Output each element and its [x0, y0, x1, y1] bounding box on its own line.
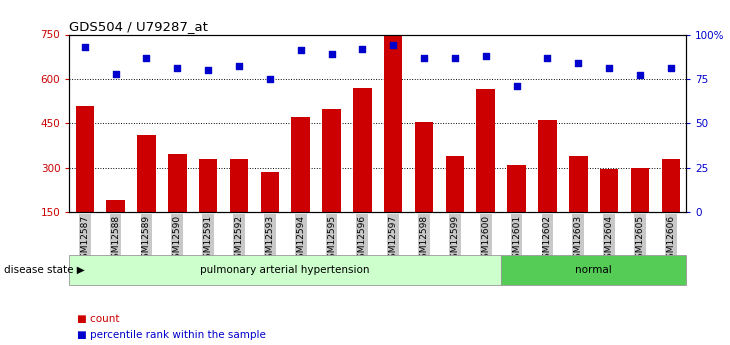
Bar	[477, 89, 495, 212]
Point	[542, 55, 553, 60]
Point	[79, 44, 91, 50]
Point	[356, 46, 368, 51]
Point	[418, 55, 430, 60]
FancyBboxPatch shape	[69, 255, 501, 285]
Bar	[538, 120, 557, 212]
Point	[511, 83, 523, 89]
Bar	[107, 200, 125, 212]
Point	[480, 53, 491, 59]
Point	[295, 48, 307, 53]
Text: ■ count: ■ count	[77, 314, 119, 324]
Bar	[199, 159, 218, 212]
FancyBboxPatch shape	[501, 255, 686, 285]
Text: disease state ▶: disease state ▶	[4, 265, 85, 275]
Bar	[600, 169, 618, 212]
Point	[264, 76, 276, 82]
Bar	[261, 172, 279, 212]
Text: pulmonary arterial hypertension: pulmonary arterial hypertension	[201, 265, 370, 275]
Point	[202, 67, 214, 73]
Text: normal: normal	[575, 265, 612, 275]
Point	[110, 71, 121, 76]
Bar	[445, 156, 464, 212]
Bar	[291, 117, 310, 212]
Bar	[631, 168, 649, 212]
Point	[172, 66, 183, 71]
Point	[233, 64, 245, 69]
Point	[388, 42, 399, 48]
Point	[141, 55, 153, 60]
Bar	[353, 88, 372, 212]
Point	[603, 66, 615, 71]
Bar	[661, 159, 680, 212]
Bar	[75, 106, 94, 212]
Bar	[415, 122, 434, 212]
Bar	[168, 155, 187, 212]
Point	[634, 72, 646, 78]
Text: ■ percentile rank within the sample: ■ percentile rank within the sample	[77, 330, 266, 339]
Bar	[384, 34, 402, 212]
Bar	[322, 109, 341, 212]
Point	[326, 51, 337, 57]
Bar	[507, 165, 526, 212]
Bar	[569, 156, 588, 212]
Bar	[230, 159, 248, 212]
Text: GDS504 / U79287_at: GDS504 / U79287_at	[69, 20, 208, 33]
Point	[572, 60, 584, 66]
Point	[665, 66, 677, 71]
Point	[449, 55, 461, 60]
Bar	[137, 135, 155, 212]
